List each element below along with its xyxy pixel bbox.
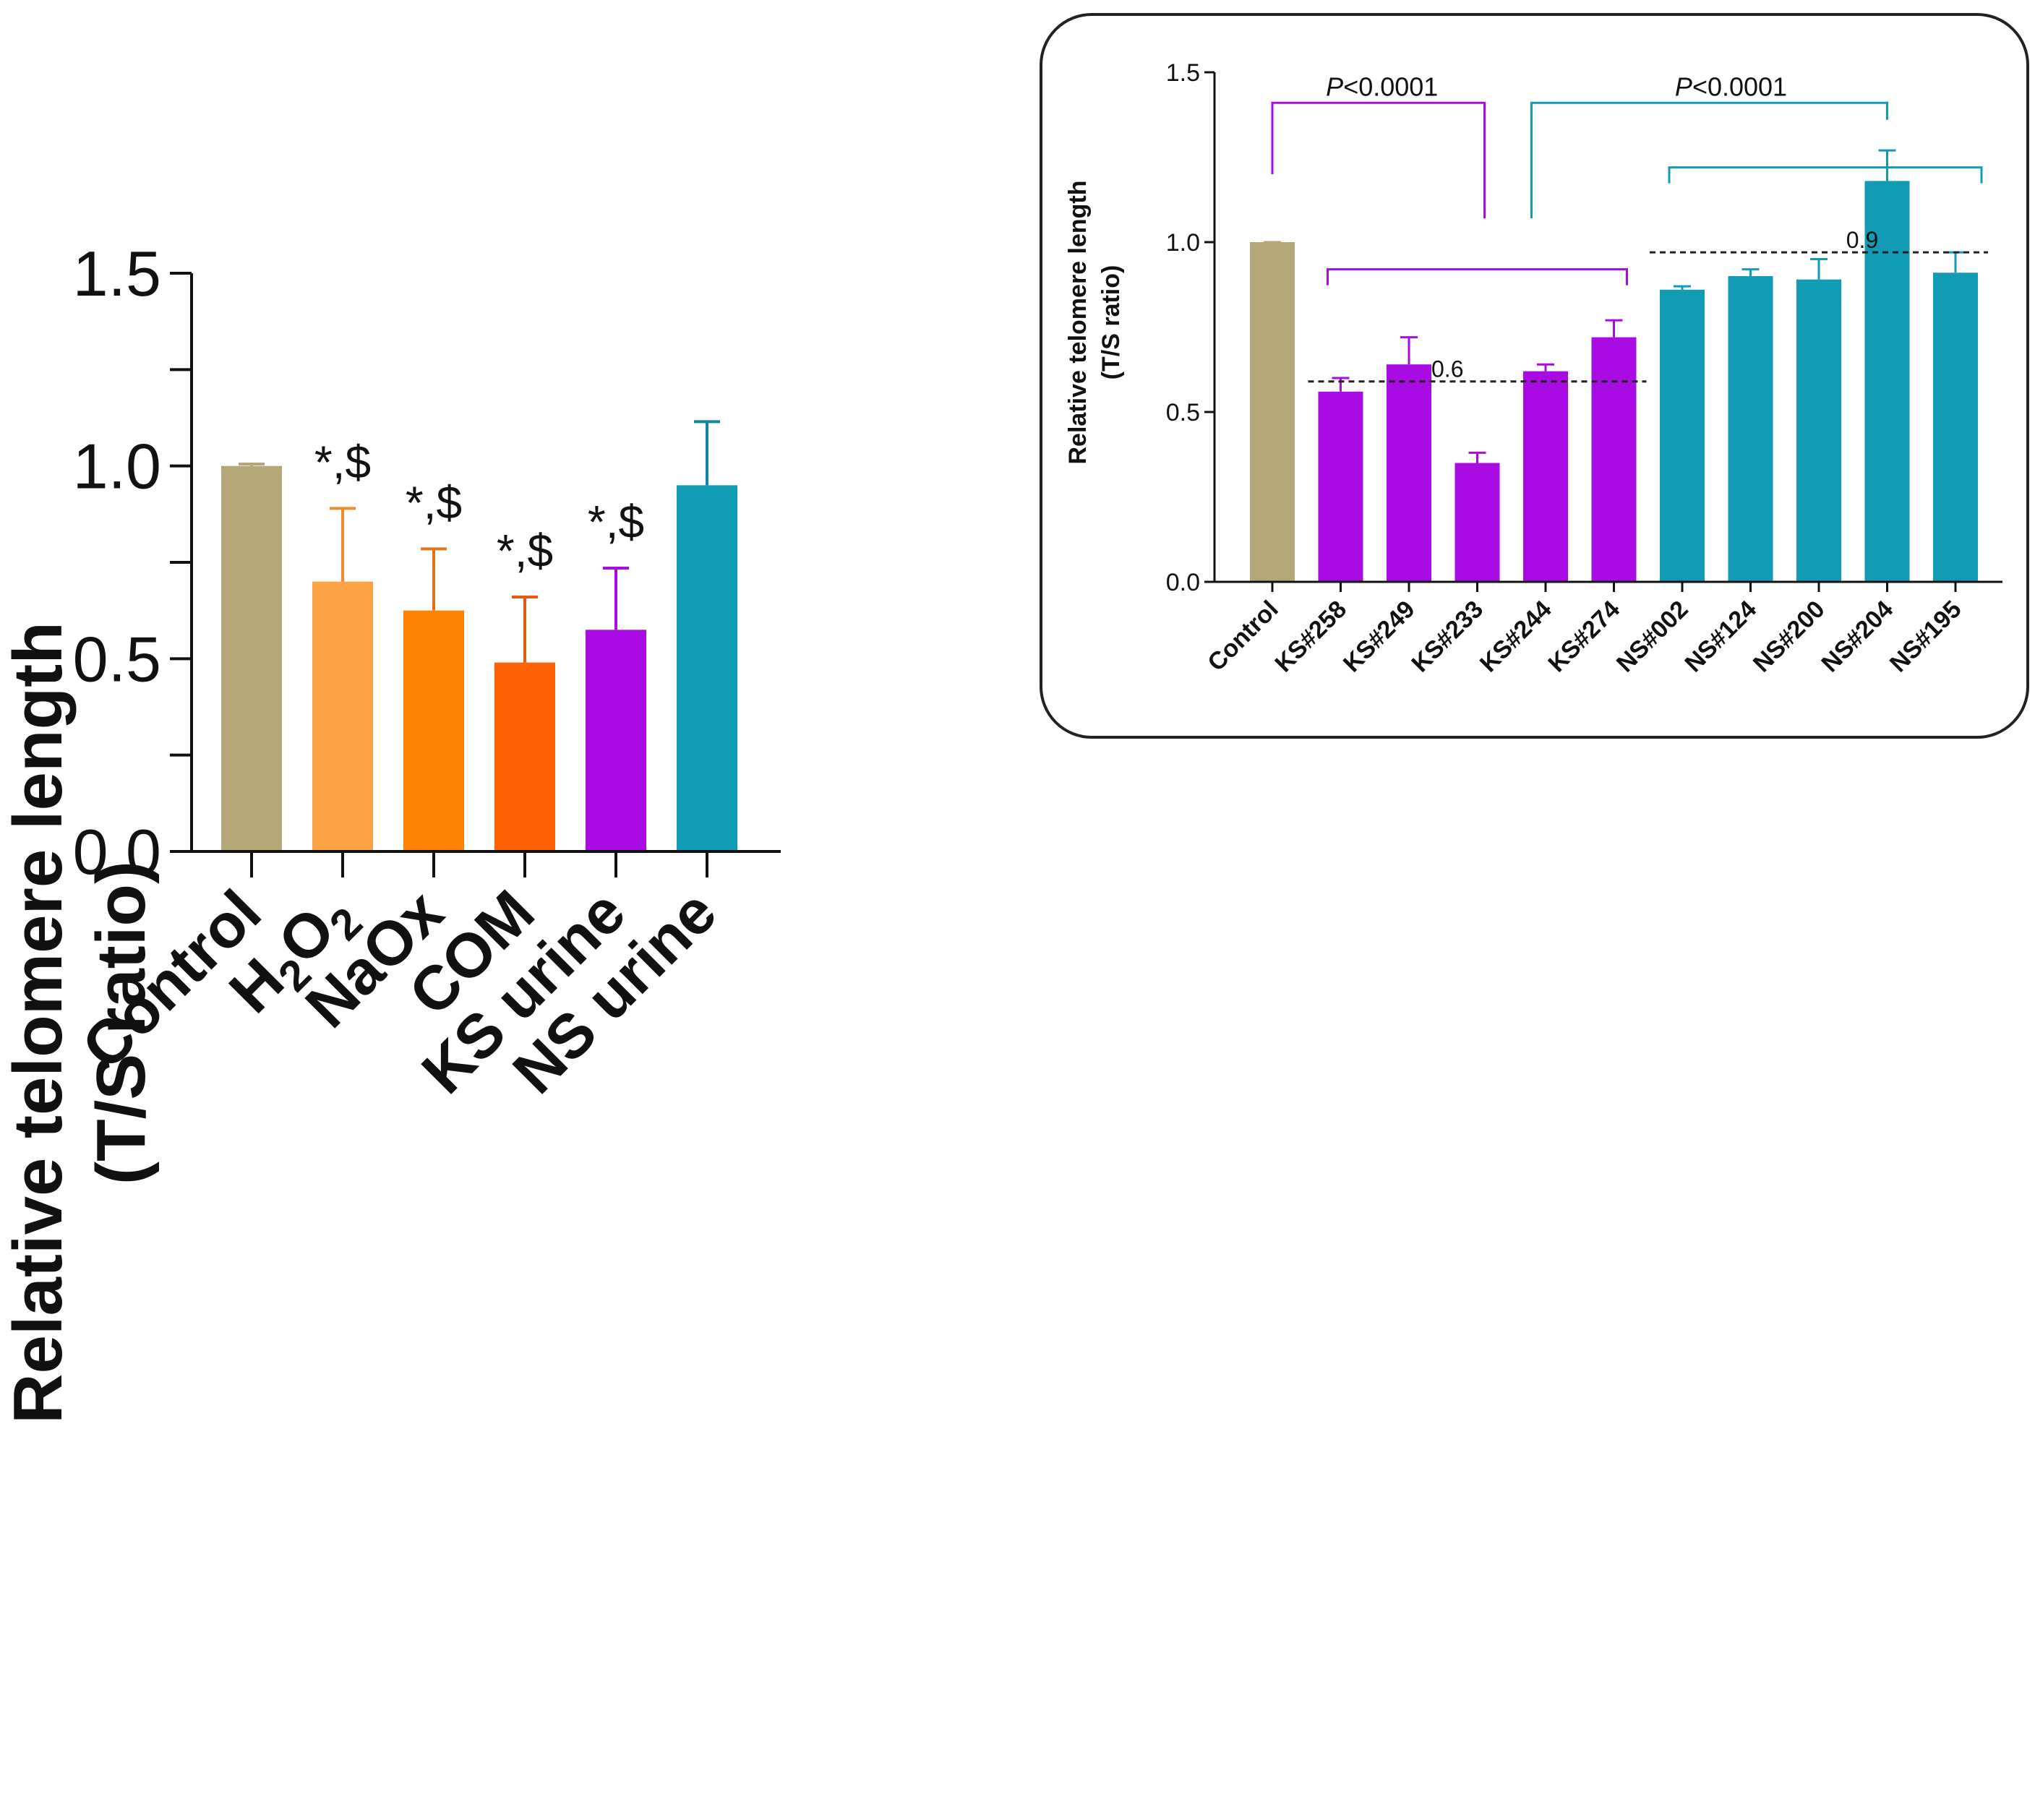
bar-naox (403, 610, 464, 851)
inset-annotations: 0.60.9P<0.0001 P<0.0001 (1271, 72, 1988, 383)
inset-bar-control (1250, 242, 1295, 582)
inset-ks-group-bracket (1327, 268, 1628, 286)
significance-marker: *,$ (497, 525, 553, 577)
bar-ns-urine (677, 485, 737, 851)
inset-bar-ks233 (1455, 463, 1500, 582)
significance-marker: *,$ (314, 436, 371, 488)
y-tick-label: 1.0 (73, 431, 161, 502)
bar-h2o2 (312, 581, 373, 851)
significance-marker: *,$ (406, 476, 462, 528)
inset-axes (1213, 72, 2002, 592)
inset-y-tick-label: 0.5 (1166, 399, 1200, 426)
inset-bar-ks258 (1318, 391, 1363, 582)
p-symbol: P (1675, 72, 1692, 101)
inset-mean-label: 0.6 (1431, 356, 1463, 382)
p-value: <0.0001 (1692, 72, 1787, 101)
main-bars: *,$ *,$ *,$ *,$ (221, 420, 737, 851)
inset-bar-ns124 (1728, 276, 1773, 582)
y-tick-label: 0.0 (73, 816, 161, 888)
p-value: <0.0001 (1343, 72, 1438, 101)
inset-pvalue-label: P<0.0001 (1675, 72, 1787, 101)
main-ylabel-line2: (T/S ratio) (82, 861, 160, 1185)
inset-ylabel-line2: (T/S ratio) (1097, 265, 1125, 380)
main-ylabel-line1: Relative telomere length (0, 622, 77, 1424)
inset-mean-label: 0.9 (1846, 227, 1878, 253)
inset-bar-ks244 (1523, 371, 1568, 582)
inset-bars (1250, 149, 1978, 582)
inset-bar-ns200 (1796, 279, 1841, 582)
inset-bar-ns195 (1933, 272, 1978, 582)
bar-ks-urine (586, 630, 646, 851)
inset-ylabel-line1: Relative telomere length (1064, 180, 1092, 464)
bar-com (494, 662, 555, 851)
inset-chart: 0.00.51.01.5 ControlKS#258KS#249KS#233KS… (1040, 13, 2029, 739)
inset-bar-ks274 (1591, 337, 1637, 582)
inset-pvalue-bracket-ks-ns (1530, 101, 1888, 219)
inset-y-tick-label: 1.0 (1166, 229, 1200, 257)
inset-bar-ks249 (1387, 364, 1431, 582)
inset-y-tick-label: 0.0 (1166, 569, 1200, 596)
main-y-ticks: 0.0 0.5 1.0 1.5 (73, 238, 192, 888)
inset-pvalue-label: P<0.0001 (1326, 72, 1438, 101)
p-symbol: P (1326, 72, 1343, 101)
inset-y-tick-label: 1.5 (1166, 59, 1200, 87)
inset-bar-ns002 (1660, 289, 1705, 582)
bar-control (221, 465, 282, 851)
inset-bar-ns204 (1864, 181, 1910, 582)
y-tick-label: 0.5 (73, 623, 161, 695)
main-chart: *,$ *,$ *,$ *,$ 0.0 0.5 1.0 1.5 ControlH2O2NaO… (0, 238, 781, 1424)
inset-pvalue-bracket-control-ks (1271, 101, 1486, 219)
inset-ns-group-bracket (1668, 166, 1983, 184)
significance-marker: *,$ (588, 496, 644, 548)
y-tick-label: 1.5 (73, 238, 161, 309)
inset-y-ticks: 0.0 0.5 1.0 1.5 (1166, 59, 1214, 596)
